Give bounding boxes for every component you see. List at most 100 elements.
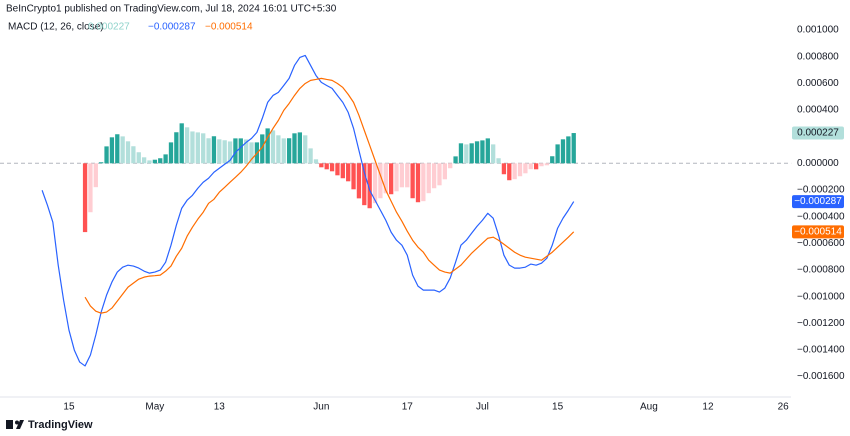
histogram-bar xyxy=(458,143,464,164)
histogram-bar xyxy=(501,163,507,175)
histogram-bar xyxy=(415,163,421,203)
histogram-bar xyxy=(131,146,136,164)
histogram-bar xyxy=(550,156,555,164)
histogram-bar xyxy=(383,163,388,194)
histogram-bar xyxy=(351,163,356,190)
histogram-bar xyxy=(286,138,292,164)
histogram-bar xyxy=(190,131,195,164)
histogram-bar xyxy=(211,136,217,164)
histogram-bar xyxy=(388,163,394,195)
histogram-bar xyxy=(104,146,109,164)
histogram-bar xyxy=(195,132,200,164)
histogram-bar xyxy=(217,139,222,164)
histogram-bar xyxy=(372,163,378,204)
histogram-bar xyxy=(238,138,243,164)
legend-value: 0.000227 xyxy=(88,22,130,33)
histogram-bar xyxy=(464,144,469,164)
histogram-bar xyxy=(533,163,539,170)
histogram-bar xyxy=(362,163,367,206)
histogram-bar xyxy=(485,138,490,164)
histogram-bar xyxy=(324,163,329,170)
histogram-bar xyxy=(158,158,163,164)
histogram-bar xyxy=(378,163,383,199)
price-badge xyxy=(792,225,844,239)
histogram-bar xyxy=(539,163,544,167)
histogram-bar xyxy=(566,136,571,164)
y-tick-label: −0.000200 xyxy=(797,185,845,196)
x-tick-label: 26 xyxy=(778,402,790,413)
histogram-bar xyxy=(308,148,313,164)
logo-shape xyxy=(6,420,13,429)
y-tick-label: −0.001600 xyxy=(797,371,845,382)
histogram-bar xyxy=(276,135,281,164)
histogram-bar xyxy=(88,163,93,213)
histogram-bar xyxy=(469,143,474,164)
histogram-bar xyxy=(346,163,351,182)
histogram-bar xyxy=(179,123,184,164)
y-tick-label: −0.001000 xyxy=(797,291,845,302)
histogram-bar xyxy=(421,163,426,202)
histogram-bar xyxy=(115,134,120,164)
brand-logo xyxy=(6,420,24,429)
histogram-bar xyxy=(512,163,517,180)
histogram-bar xyxy=(222,140,227,164)
histogram-bar xyxy=(442,163,447,180)
histogram-bar xyxy=(319,163,324,168)
histogram-bar xyxy=(152,159,158,164)
y-tick-label: 0.000600 xyxy=(797,78,839,89)
histogram-bar xyxy=(206,138,211,164)
histogram-bar xyxy=(431,163,437,189)
histogram-bar xyxy=(260,134,265,164)
indicator-line xyxy=(41,54,575,367)
histogram-bar xyxy=(297,132,303,164)
histogram-bar xyxy=(410,163,415,199)
publisher-header: BeInCrypto1 published on TradingView.com… xyxy=(6,4,337,15)
indicator-title: MACD (12, 26, close) xyxy=(8,22,104,33)
y-tick-label: 0.000800 xyxy=(797,51,839,62)
histogram-bar xyxy=(329,163,335,172)
histogram-bar xyxy=(201,133,206,164)
x-tick-label: May xyxy=(145,402,164,413)
indicator-line xyxy=(84,77,575,314)
x-tick-label: 17 xyxy=(402,402,414,413)
histogram-bar xyxy=(244,139,249,164)
y-tick-label: 0.000400 xyxy=(797,105,839,116)
histogram-bar xyxy=(249,142,254,164)
histogram-bar xyxy=(265,128,270,164)
histogram-bar xyxy=(141,157,147,164)
histogram-bar xyxy=(437,163,442,186)
y-tick-label: −0.000600 xyxy=(797,238,845,249)
histogram-bar xyxy=(82,163,88,233)
y-tick-label: 0.001000 xyxy=(797,25,839,36)
histogram-bar xyxy=(474,141,480,164)
histogram-bar xyxy=(125,141,131,164)
histogram-bar xyxy=(292,133,297,164)
x-tick-label: 15 xyxy=(63,402,75,413)
histogram-bar xyxy=(555,144,560,164)
histogram-bar xyxy=(507,163,512,181)
y-tick-label: 0.000000 xyxy=(797,158,839,169)
histogram-bar xyxy=(147,160,152,164)
x-tick-label: 15 xyxy=(552,402,564,413)
histogram-bar xyxy=(394,163,399,192)
histogram-bar xyxy=(120,136,125,164)
histogram-bar xyxy=(340,163,345,179)
histogram-bar xyxy=(560,139,566,164)
histogram-bar xyxy=(356,163,362,199)
histogram-bar xyxy=(227,141,233,164)
histogram-bar xyxy=(528,163,533,170)
x-tick-label: 13 xyxy=(214,402,226,413)
price-badge xyxy=(792,126,844,140)
histogram xyxy=(82,123,576,233)
logo-shape xyxy=(16,420,24,429)
price-badge-label: −0.000514 xyxy=(794,226,842,237)
histogram-bar xyxy=(399,163,405,188)
histogram-bar xyxy=(453,156,458,164)
histogram-bar xyxy=(496,158,501,164)
histogram-bar xyxy=(335,163,340,176)
x-tick-label: Jul xyxy=(476,402,489,413)
histogram-bar xyxy=(163,154,168,164)
